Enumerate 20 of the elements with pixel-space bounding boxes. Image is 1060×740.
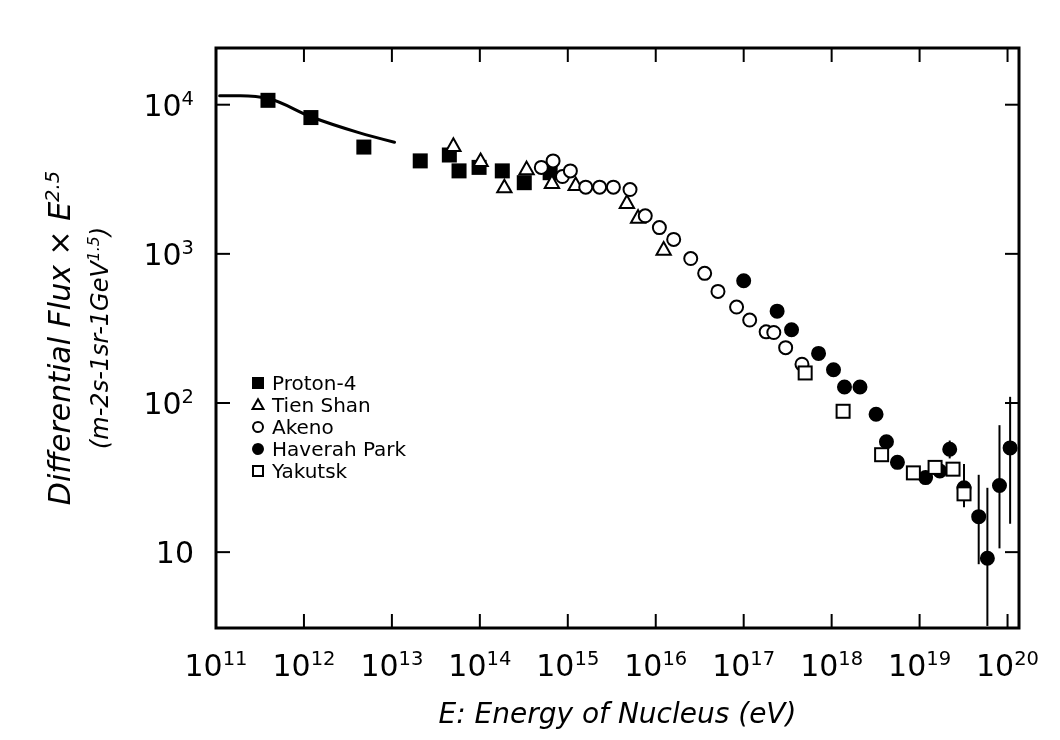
x-tick-label: 10$^{19}$	[888, 646, 952, 683]
legend-label: Akeno	[272, 415, 334, 439]
y-tick-label: 10	[155, 535, 194, 571]
x-tick-label: 10$^{16}$	[624, 646, 688, 683]
x-tick-label: 10$^{17}$	[712, 646, 776, 683]
x-tick-label: 10$^{20}$	[976, 646, 1040, 683]
y-tick-label: 10$^{4}$	[143, 86, 194, 123]
x-axis-title: E: Energy of Nucleus (eV)	[438, 697, 797, 730]
y-tick-label: 10$^{3}$	[143, 235, 194, 272]
x-tick-label: 10$^{11}$	[184, 646, 248, 683]
x-tick-label: 10$^{18}$	[800, 646, 864, 683]
legend-label: Yakutsk	[271, 459, 348, 483]
x-tick-label: 10$^{13}$	[360, 646, 424, 683]
x-tick-label: 10$^{15}$	[536, 646, 600, 683]
legend-label: Haverah Park	[272, 437, 407, 461]
x-tick-label: 10$^{14}$	[448, 646, 512, 683]
y-tick-label: 10$^{2}$	[143, 384, 194, 421]
x-tick-label: 10$^{12}$	[272, 646, 336, 683]
legend-label: Tien Shan	[271, 393, 371, 417]
legend-label: Proton-4	[272, 371, 357, 395]
